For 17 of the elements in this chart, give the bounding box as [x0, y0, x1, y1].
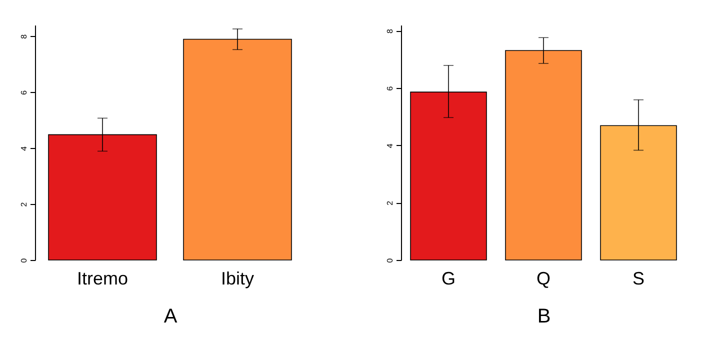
x-axis-title: A [164, 306, 178, 328]
x-tick-label: S [632, 268, 645, 288]
y-tick-label: 6 [20, 90, 28, 95]
y-tick-label: 0 [20, 258, 28, 263]
x-tick-label: Q [536, 268, 551, 288]
x-tick-label: Itremo [76, 268, 128, 288]
y-tick-label: 6 [386, 86, 394, 91]
y-tick-label: 2 [20, 202, 28, 207]
y-tick-label: 8 [20, 34, 28, 39]
y-tick-label: 2 [386, 200, 394, 206]
x-tick-label: G [441, 268, 456, 288]
y-tick-label: 4 [20, 146, 28, 151]
y-tick-label: 8 [386, 28, 394, 34]
x-axis-title: B [537, 306, 551, 328]
y-tick-label: 0 [386, 258, 394, 263]
x-tick-label: Ibity [220, 268, 254, 288]
y-tick-label: 4 [386, 143, 394, 148]
